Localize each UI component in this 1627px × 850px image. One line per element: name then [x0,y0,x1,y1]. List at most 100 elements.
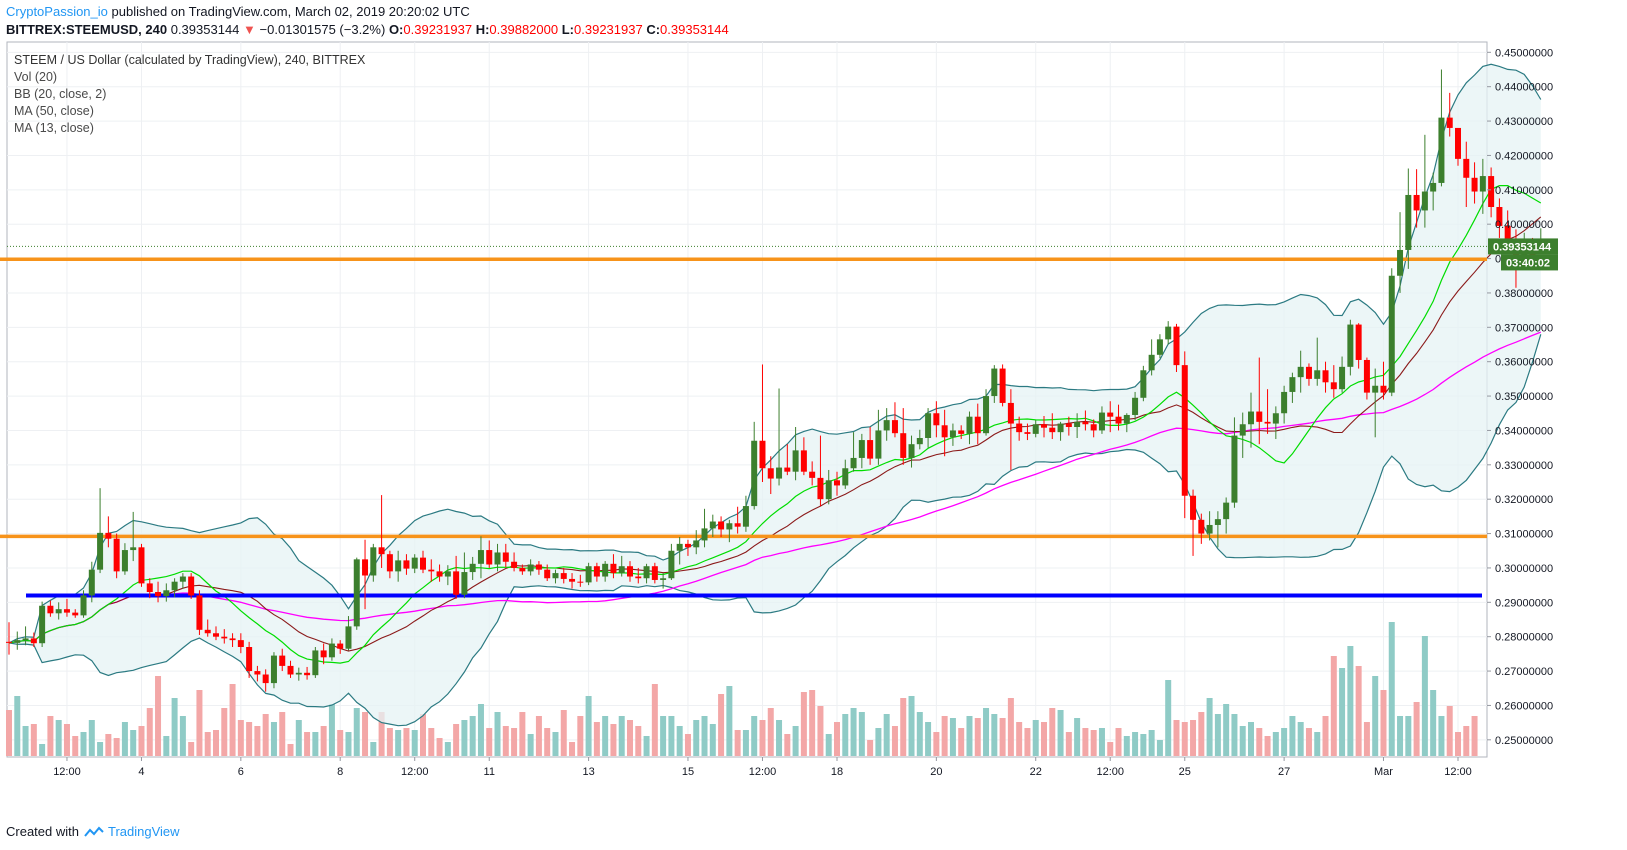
candle [958,425,965,440]
volume-bar [163,736,170,756]
volume-bar [1123,736,1130,756]
candle [1206,511,1213,541]
candle [527,559,534,576]
volume-bar [30,724,37,756]
time-tick-label: 15 [682,766,694,778]
candle-body [1471,177,1478,192]
candle-body [295,672,302,675]
price-tick-label: 0.36000000 [1495,357,1553,369]
candle-body [983,396,990,434]
volume-bar [883,714,890,756]
candle [1115,404,1122,431]
bollinger-middle-line [8,216,1542,652]
volume-bar [453,724,460,756]
candle [1355,323,1362,369]
candle [386,550,393,579]
ma50-line [8,331,1542,644]
candle-body [1173,326,1180,366]
candle-body [196,595,203,630]
candle [1024,423,1031,441]
volume-bar [535,716,542,756]
volume-bar [270,722,277,756]
time-axis[interactable]: 12:00 4 6 8 12:00 11 13 15 12:00 18 20 22 12:00 25 27 M… [53,757,1472,778]
candle-body [842,468,849,486]
volume-bar [1347,646,1354,756]
candle-body [519,567,526,572]
candle [1098,406,1105,434]
volume-bar [1032,720,1039,756]
candle-body [72,612,79,616]
candle-body [97,532,104,570]
volume-bars [6,622,1478,756]
candle [179,573,186,589]
volume-bar [1471,716,1478,756]
volume-bar [304,732,311,756]
candle [941,409,948,457]
volume-bar [229,684,236,756]
legend-item-volume[interactable]: Vol (20) [14,70,58,84]
volume-bar [1264,736,1271,756]
volume-bar [684,734,691,756]
volume-bar [1405,716,1412,756]
candle-body [179,576,186,582]
candle-body [1057,423,1064,433]
candle [651,562,658,584]
volume-bar [1314,732,1321,756]
volume-bar [213,730,219,756]
candle-body [436,571,443,577]
candle [825,469,832,505]
candle-body [1032,424,1039,434]
candle [560,567,567,584]
volume-bar [1339,668,1346,756]
volume-bar [1413,702,1420,756]
legend-title: STEEM / US Dollar (calculated by Trading… [14,53,366,67]
support-resistance-lines[interactable] [0,257,1487,598]
candle-body [701,528,708,541]
candle-body [1479,176,1486,192]
price-axis[interactable]: 0.25000000 0.26000000 0.27000000 0.28000000… [1487,47,1553,747]
candle-body [941,425,948,438]
author-link[interactable]: CryptoPassion_io [6,4,108,19]
volume-bar [502,726,509,756]
candle [362,539,369,610]
tradingview-brand-link[interactable]: TradingView [107,824,180,839]
volume-bar [569,742,576,756]
candle [817,435,824,507]
volume-bar [420,714,426,756]
candle-body [1148,354,1155,371]
candle-body [1264,421,1271,424]
volume-bar [1041,722,1047,756]
candle [1496,198,1503,238]
candle [983,389,990,436]
candle-body [759,440,766,469]
candle-body [1430,182,1437,192]
legend-item-ma50[interactable]: MA (50, close) [14,104,94,118]
time-tick-label: 22 [1030,766,1042,778]
candle [867,427,874,465]
legend-item-bollinger[interactable]: BB (20, close, 2) [14,87,107,101]
candle [188,573,195,599]
volume-bar [1397,716,1404,756]
volume-bar [1289,716,1296,756]
volume-bar [519,712,526,756]
candle-body [1090,424,1097,431]
volume-bar [246,722,253,756]
close-label: C: [646,22,661,37]
candle-body [726,523,733,530]
candle [1388,268,1395,397]
change-value: −0.01301575 (−3.2%) [259,22,386,37]
candle-body [320,650,327,658]
volume-bar [1388,622,1395,756]
volume-bar [709,724,716,756]
footer: Created with TradingView [6,824,180,839]
candle [1372,368,1379,438]
candle-body [1256,411,1263,422]
volume-bar [138,726,145,756]
candle [345,616,352,651]
candle-body [304,672,311,676]
candle [444,565,451,586]
legend-item-ma13[interactable]: MA (13, close) [14,121,94,135]
candle [709,514,716,537]
candle-body [999,368,1006,403]
